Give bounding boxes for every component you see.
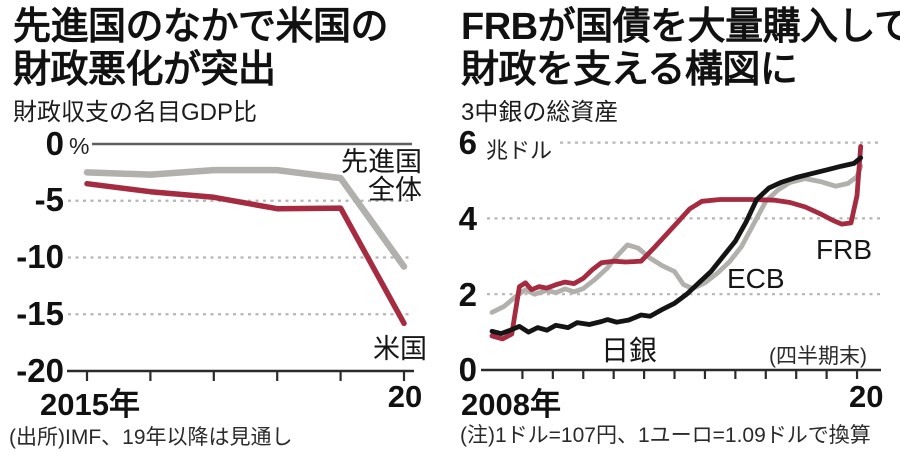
left-chart-title-line2: 財政悪化が突出 — [13, 49, 276, 91]
right-conversion-note: (注)1ドル=107円、1ユーロ=1.09ドルで換算 — [460, 424, 871, 447]
right-x-label-last: 20 — [849, 379, 884, 414]
left-line-us — [84, 180, 407, 327]
right-frequency-note: (四半期末) — [769, 345, 867, 368]
left-chart-subtitle: 財政収支の名目GDP比 — [13, 99, 258, 126]
left-line-advanced — [83, 166, 408, 270]
right-line-frb — [489, 143, 864, 342]
right-chart-title: FRBが国債を大量購入して 財政を支える構図に — [461, 6, 900, 92]
left-y-tick-1: -5 — [34, 181, 64, 218]
right-chart-subtitle: 3中銀の総資産 — [461, 99, 619, 126]
left-x-label-last: 20 — [387, 379, 423, 414]
left-y-tick-0: 0 — [45, 125, 64, 162]
left-y-unit: % — [69, 133, 90, 159]
left-y-tick-3: -15 — [16, 295, 64, 332]
left-y-tick-2: -10 — [16, 238, 64, 275]
left-series-label-us: 米国 — [373, 334, 427, 364]
right-x-label-first: 2008年 — [461, 387, 561, 422]
right-chart-title-line2: 財政を支える構図に — [461, 49, 798, 91]
right-y-tick-2: 2 — [458, 276, 477, 313]
right-y-tick-1: 4 — [458, 200, 477, 237]
left-x-label-first: 2015年 — [40, 387, 140, 422]
right-series-label-frb: FRB — [816, 234, 872, 265]
right-series-label-boj: 日銀 — [601, 335, 658, 366]
right-line-boj — [489, 155, 864, 337]
right-chart-title-line1: FRBが国債を大量購入して — [461, 6, 900, 48]
left-y-tick-4: -20 — [16, 352, 64, 389]
right-y-tick-3: 0 — [458, 351, 477, 388]
right-line-ecb — [489, 163, 864, 315]
right-y-unit: 兆ドル — [486, 138, 553, 163]
right-series-label-ecb: ECB — [727, 263, 785, 294]
left-source-note: (出所)IMF、19年以降は見通し — [9, 426, 293, 449]
left-chart-title: 先進国のなかで米国の 財政悪化が突出 — [13, 6, 389, 92]
right-y-tick-0: 6 — [458, 124, 477, 161]
left-chart-title-line1: 先進国のなかで米国の — [13, 6, 389, 48]
left-series-label-advanced: 先進国 全体 — [341, 147, 422, 205]
